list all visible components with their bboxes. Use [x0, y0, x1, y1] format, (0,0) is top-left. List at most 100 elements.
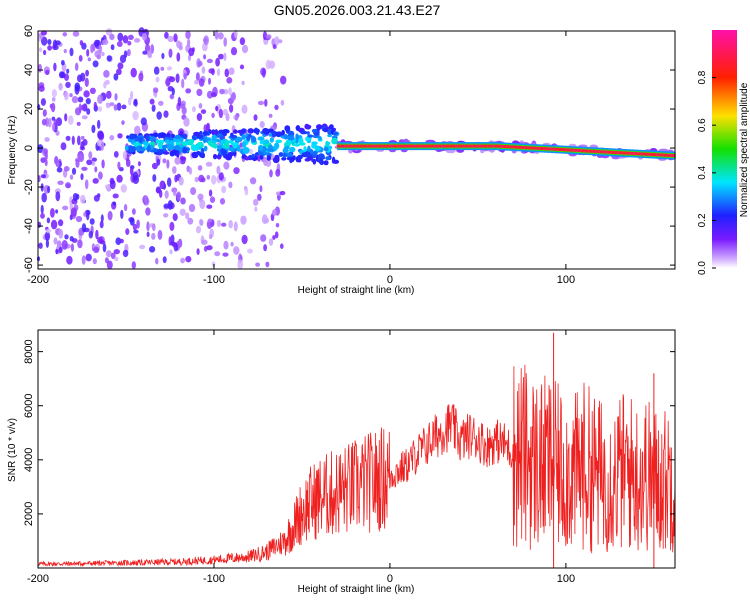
- spectrogram-noise-blob: [228, 67, 235, 75]
- spectrogram-noise-blob: [98, 44, 103, 54]
- spectrogram-carrier-blob: [289, 146, 296, 153]
- spectrogram-carrier-blob: [307, 145, 311, 152]
- spectrogram-noise-blob: [44, 151, 48, 161]
- spectrogram-noise-blob: [168, 48, 173, 58]
- spectrogram-noise-blob: [116, 68, 122, 76]
- spectrogram-noise-blob: [55, 209, 59, 214]
- spectrogram-line-core: [566, 148, 571, 152]
- spectrogram-noise-blob: [211, 175, 217, 185]
- spectrogram-noise-blob: [81, 255, 86, 265]
- spectrogram-line-core: [543, 147, 548, 151]
- spectrogram-noise-blob: [97, 130, 104, 139]
- spectrogram-noise-blob: [185, 30, 191, 40]
- spectrogram-carrier-blob: [303, 146, 307, 153]
- spectrogram-noise-blob: [39, 47, 42, 53]
- spectrogram-noise-blob: [185, 88, 192, 94]
- spectrogram-sideband-blob: [611, 155, 621, 160]
- spectrogram-noise-blob: [47, 45, 52, 51]
- spectrogram-line-core: [337, 144, 342, 148]
- spectrogram-noise-blob: [114, 256, 119, 262]
- spectrogram-noise-blob: [105, 28, 113, 36]
- spectrogram-carrier-blob: [253, 128, 260, 134]
- spectrogram-noise-blob: [85, 253, 92, 262]
- spectrogram-noise-blob: [228, 87, 232, 95]
- spectrogram-noise-blob: [208, 77, 211, 85]
- spectrogram-carrier-blob: [138, 145, 143, 150]
- spectrogram-carrier-blob: [224, 129, 230, 134]
- spectrogram-noise-blob: [58, 71, 65, 79]
- spectrogram-carrier-blob: [128, 146, 136, 152]
- spectrogram-noise-blob: [119, 238, 124, 244]
- spectrogram-noise-blob: [68, 115, 74, 125]
- spectrogram-noise-blob: [122, 249, 129, 258]
- spectrogram-carrier-blob: [173, 145, 181, 151]
- spectrogram-noise-blob: [216, 165, 221, 175]
- spectrogram-line-core: [611, 150, 616, 154]
- spectrogram-noise-blob: [198, 174, 205, 183]
- spectrogram-noise-blob: [272, 209, 277, 216]
- spectrogram-line-core: [472, 144, 477, 148]
- spectrogram-noise-blob: [149, 98, 155, 105]
- spectrogram-y-tick-label: -40: [23, 218, 35, 234]
- spectrogram-carrier-blob: [193, 131, 201, 136]
- spectrogram-noise-blob: [151, 104, 156, 112]
- spectrogram-carrier-blob: [233, 129, 238, 134]
- spectrogram-carrier-blob: [329, 124, 334, 130]
- spectrogram-line-core: [404, 144, 410, 148]
- spectrogram-noise-blob: [219, 88, 225, 95]
- spectrogram-line-core: [453, 144, 458, 148]
- spectrogram-line-core: [513, 145, 518, 149]
- spectrogram-noise-blob: [38, 242, 43, 249]
- spectrogram-noise-blob: [88, 230, 94, 239]
- spectrogram-noise-blob: [40, 98, 47, 106]
- spectrogram-noise-blob: [234, 114, 239, 121]
- spectrogram-carrier-blob: [230, 132, 234, 137]
- spectrogram-noise-blob: [209, 196, 216, 203]
- spectrogram-carrier-blob: [303, 151, 311, 158]
- spectrogram-line-core: [551, 147, 556, 151]
- spectrogram-carrier-blob: [176, 151, 180, 158]
- spectrogram-line-core: [389, 144, 395, 148]
- spectrogram-carrier-blob: [251, 136, 257, 143]
- spectrogram-axes: -200 -100 0 100 60 40 20 0 -20 -40 -60: [23, 25, 675, 286]
- spectrogram-noise-blob: [101, 159, 105, 169]
- spectrogram-carrier-blob: [228, 147, 235, 152]
- spectrogram-carrier-blob: [287, 135, 295, 141]
- spectrogram-noise-blob: [203, 54, 207, 60]
- spectrogram-noise-blob: [115, 237, 122, 245]
- spectrogram-noise-blob: [169, 249, 173, 255]
- spectrogram-noise-blob: [134, 125, 141, 136]
- spectrogram-noise-blob: [221, 185, 227, 194]
- spectrogram-noise-blob: [84, 179, 89, 190]
- spectrogram-carrier-blob: [274, 154, 280, 162]
- spectrogram-noise-blob: [269, 169, 273, 178]
- spectrogram-line-core: [660, 153, 665, 157]
- spectrogram-noise-blob: [110, 44, 115, 51]
- spectrogram-line-core: [630, 151, 635, 155]
- spectrogram-y-tick-label: 20: [23, 103, 35, 115]
- spectrogram-noise-blob: [161, 52, 165, 60]
- spectrogram-carrier-blob: [183, 133, 188, 140]
- spectrogram-noise-blob: [51, 123, 56, 132]
- spectrogram-line-core: [419, 144, 425, 148]
- spectrogram-noise-blob: [53, 237, 58, 245]
- spectrogram-carrier-blob: [275, 131, 282, 138]
- spectrogram-noise-blob: [122, 150, 127, 160]
- spectrogram-noise-blob: [71, 96, 79, 104]
- spectrogram-noise-blob: [280, 75, 287, 85]
- spectrogram-carrier-blob: [263, 139, 270, 145]
- spectrogram-noise-blob: [139, 244, 146, 250]
- spectrogram-carrier-blob: [262, 127, 269, 134]
- spectrogram-noise-blob: [45, 69, 50, 75]
- spectrogram-noise-blob: [239, 37, 246, 46]
- spectrogram-noise-blob: [156, 111, 162, 120]
- spectrogram-line-core: [348, 144, 353, 148]
- spectrogram-noise-blob: [259, 185, 263, 193]
- spectrogram-noise-blob: [264, 99, 268, 107]
- spectrogram-noise-blob: [109, 33, 115, 41]
- spectrogram-carrier-blob: [285, 127, 289, 134]
- spectrogram-noise-blob: [187, 217, 194, 225]
- spectrogram-noise-blob: [241, 234, 248, 245]
- spectrogram-noise-blob: [185, 255, 192, 263]
- spectrogram-noise-blob: [265, 158, 272, 167]
